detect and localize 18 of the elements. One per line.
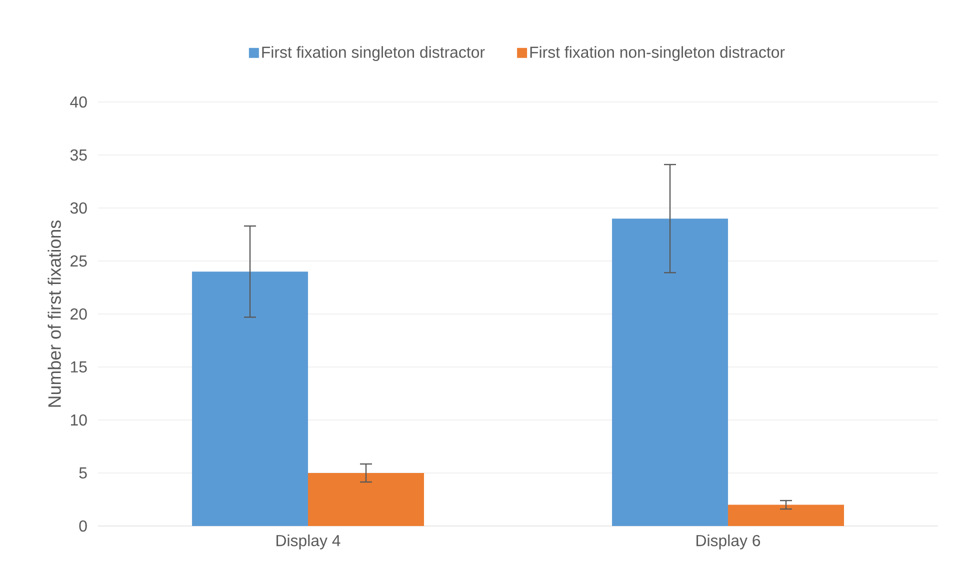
bar bbox=[728, 504, 844, 526]
y-tick-label: 30 bbox=[70, 202, 87, 214]
legend-label: First fixation singleton distractor bbox=[262, 46, 485, 62]
bar bbox=[308, 473, 424, 526]
y-tick-label: 15 bbox=[70, 361, 87, 373]
bar bbox=[192, 272, 308, 526]
bar bbox=[612, 218, 728, 526]
y-axis-title: Number of first fixations bbox=[48, 220, 61, 407]
y-tick-label: 0 bbox=[79, 520, 87, 532]
y-tick-label: 10 bbox=[70, 414, 87, 426]
y-tick-label: 20 bbox=[70, 308, 87, 320]
x-tick-label: Display 6 bbox=[696, 534, 760, 550]
legend-label: First fixation non-singleton distractor bbox=[530, 46, 785, 62]
y-tick-label: 35 bbox=[70, 149, 87, 161]
y-tick-label: 5 bbox=[79, 467, 87, 479]
y-tick-label: 40 bbox=[70, 96, 87, 108]
x-tick-label: Display 4 bbox=[276, 534, 340, 550]
y-tick-label: 25 bbox=[70, 255, 87, 267]
